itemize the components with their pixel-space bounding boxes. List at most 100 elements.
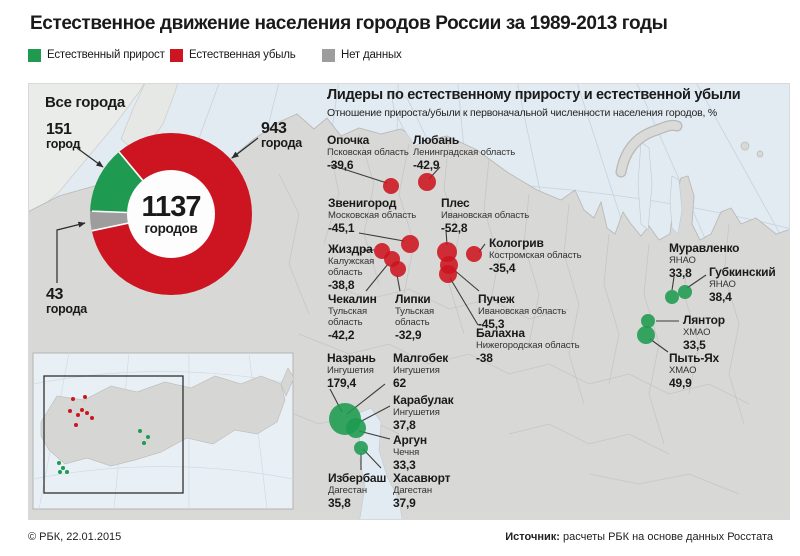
city-region: ЯНАО bbox=[669, 255, 696, 266]
city-value: -42,9 bbox=[413, 158, 440, 172]
city-value: 33,3 bbox=[393, 458, 416, 472]
legend-label: Естественная убыль bbox=[189, 49, 296, 61]
city-name: Любань bbox=[413, 133, 460, 147]
inset-gain-dot bbox=[61, 466, 65, 470]
city-value: 35,8 bbox=[328, 496, 351, 510]
city-region: Ивановская область bbox=[478, 306, 567, 317]
loss-city-dot bbox=[466, 246, 482, 262]
city-name: Губкинский bbox=[709, 265, 776, 279]
city-value: -35,4 bbox=[489, 261, 516, 275]
city-value: 37,9 bbox=[393, 496, 416, 510]
city-region: ЯНАО bbox=[709, 279, 736, 290]
city-label: Избербаш Дагестан 35,8 bbox=[328, 471, 387, 511]
city-label: Балахна Нижегородская область -38 bbox=[476, 326, 580, 366]
city-label: Аргун Чечня 33,3 bbox=[393, 433, 427, 473]
inset-gain-dot bbox=[142, 441, 146, 445]
city-label: Звенигород Московская область -45,1 bbox=[328, 197, 417, 236]
page-title: Естественное движение населения городов … bbox=[30, 13, 668, 34]
city-name: Назрань bbox=[327, 351, 376, 365]
city-label: Любань Ленинградская область -42,9 bbox=[413, 133, 515, 173]
inset-viewport-rect bbox=[43, 375, 184, 494]
city-name: Липки bbox=[395, 292, 431, 306]
map-subtitle: Отношение прироста/убыли к первоначально… bbox=[327, 107, 718, 119]
city-name: Муравленко bbox=[669, 241, 740, 255]
inset-russia-silhouette bbox=[40, 375, 286, 467]
city-name: Кологрив bbox=[489, 236, 544, 250]
inset-loss-dot bbox=[74, 423, 78, 427]
leader-line bbox=[365, 263, 389, 292]
segment-unit: города bbox=[261, 136, 302, 150]
city-region: Ингушетия bbox=[393, 365, 440, 376]
city-name: Избербаш bbox=[328, 471, 387, 485]
city-value: 62 bbox=[393, 376, 406, 390]
leader-line bbox=[358, 232, 405, 242]
city-region: Нижегородская область bbox=[476, 340, 580, 351]
city-name: Жиздра bbox=[328, 242, 373, 256]
inset-gain-dot bbox=[138, 429, 142, 433]
city-region: Ингушетия bbox=[393, 407, 440, 418]
inset-loss-dot bbox=[90, 416, 94, 420]
city-label: Опочка Псковская область -39,6 bbox=[327, 133, 409, 173]
city-value: -45,1 bbox=[328, 221, 355, 235]
city-label: Муравленко ЯНАО 33,8 bbox=[669, 241, 740, 281]
city-region: ХМАО bbox=[683, 327, 711, 338]
segment-value: 43 bbox=[46, 286, 63, 303]
city-label: Липки Тульская область -32,9 bbox=[395, 292, 453, 343]
inset-gain-dot bbox=[65, 470, 69, 474]
city-value: -42,2 bbox=[328, 328, 355, 342]
city-value: 33,8 bbox=[669, 266, 692, 280]
city-label: Хасавюрт Дагестан 37,9 bbox=[393, 472, 450, 511]
novaya-zemlya-island bbox=[616, 121, 682, 177]
donut-segment-label-nodata: 43 города bbox=[46, 286, 87, 316]
city-name: Пучеж bbox=[478, 292, 515, 306]
city-value: 179,4 bbox=[327, 376, 357, 390]
city-region: Калужская область bbox=[328, 256, 375, 278]
city-label: Пыть-Ях ХМАО 49,9 bbox=[669, 352, 719, 391]
loss-city-dot bbox=[390, 261, 406, 277]
legend-swatch-gain bbox=[28, 48, 41, 62]
city-name: Аргун bbox=[393, 433, 427, 447]
segment-unit: город bbox=[46, 137, 81, 151]
leader-line bbox=[452, 268, 480, 292]
city-name: Карабулак bbox=[393, 393, 454, 407]
city-region: Московская область bbox=[328, 210, 417, 221]
inset-loss-dot bbox=[76, 413, 80, 417]
city-label: Чекалин Тульская область -42,2 bbox=[328, 293, 386, 343]
donut-segment-label-gain: 151 город bbox=[46, 121, 81, 151]
loss-city-dot bbox=[383, 178, 399, 194]
city-label: Лянтор ХМАО 33,5 bbox=[683, 313, 725, 353]
city-name: Малгобек bbox=[393, 351, 449, 365]
loss-city-dot bbox=[401, 235, 419, 253]
donut-heading: Все города bbox=[45, 94, 125, 111]
city-value: 38,4 bbox=[709, 290, 732, 304]
city-label: Пучеж Ивановская область -45,3 bbox=[478, 292, 567, 332]
legend-label: Естественный прирост bbox=[47, 49, 165, 61]
city-value: 33,5 bbox=[683, 338, 706, 352]
inset-gain-dot bbox=[58, 470, 62, 474]
loss-city-dot bbox=[418, 173, 436, 191]
inset-loss-dot bbox=[71, 397, 75, 401]
city-region: Псковская область bbox=[327, 147, 409, 158]
arctic-island bbox=[756, 150, 764, 158]
donut-total-value: 1137 bbox=[141, 190, 202, 223]
city-value: 37,8 bbox=[393, 418, 416, 432]
city-label: Губкинский ЯНАО 38,4 bbox=[709, 265, 776, 305]
inset-loss-dot bbox=[80, 408, 84, 412]
inset-gain-dot bbox=[146, 435, 150, 439]
city-value: -38 bbox=[476, 351, 493, 365]
city-name: Лянтор bbox=[683, 313, 725, 327]
city-dots bbox=[329, 173, 692, 455]
city-label: Плес Ивановская область -52,8 bbox=[441, 197, 529, 236]
city-region: Дагестан bbox=[328, 485, 367, 496]
city-name: Балахна bbox=[476, 326, 525, 340]
city-value: -39,6 bbox=[327, 158, 354, 172]
gain-city-dot bbox=[678, 285, 692, 299]
city-name: Опочка bbox=[327, 133, 370, 147]
segment-value: 943 bbox=[261, 120, 287, 137]
gain-city-dot bbox=[354, 441, 368, 455]
gain-city-dot bbox=[346, 418, 366, 438]
segment-unit: города bbox=[46, 302, 87, 316]
legend-swatch-nodata bbox=[322, 48, 335, 62]
city-region: Тульская область bbox=[395, 306, 435, 328]
